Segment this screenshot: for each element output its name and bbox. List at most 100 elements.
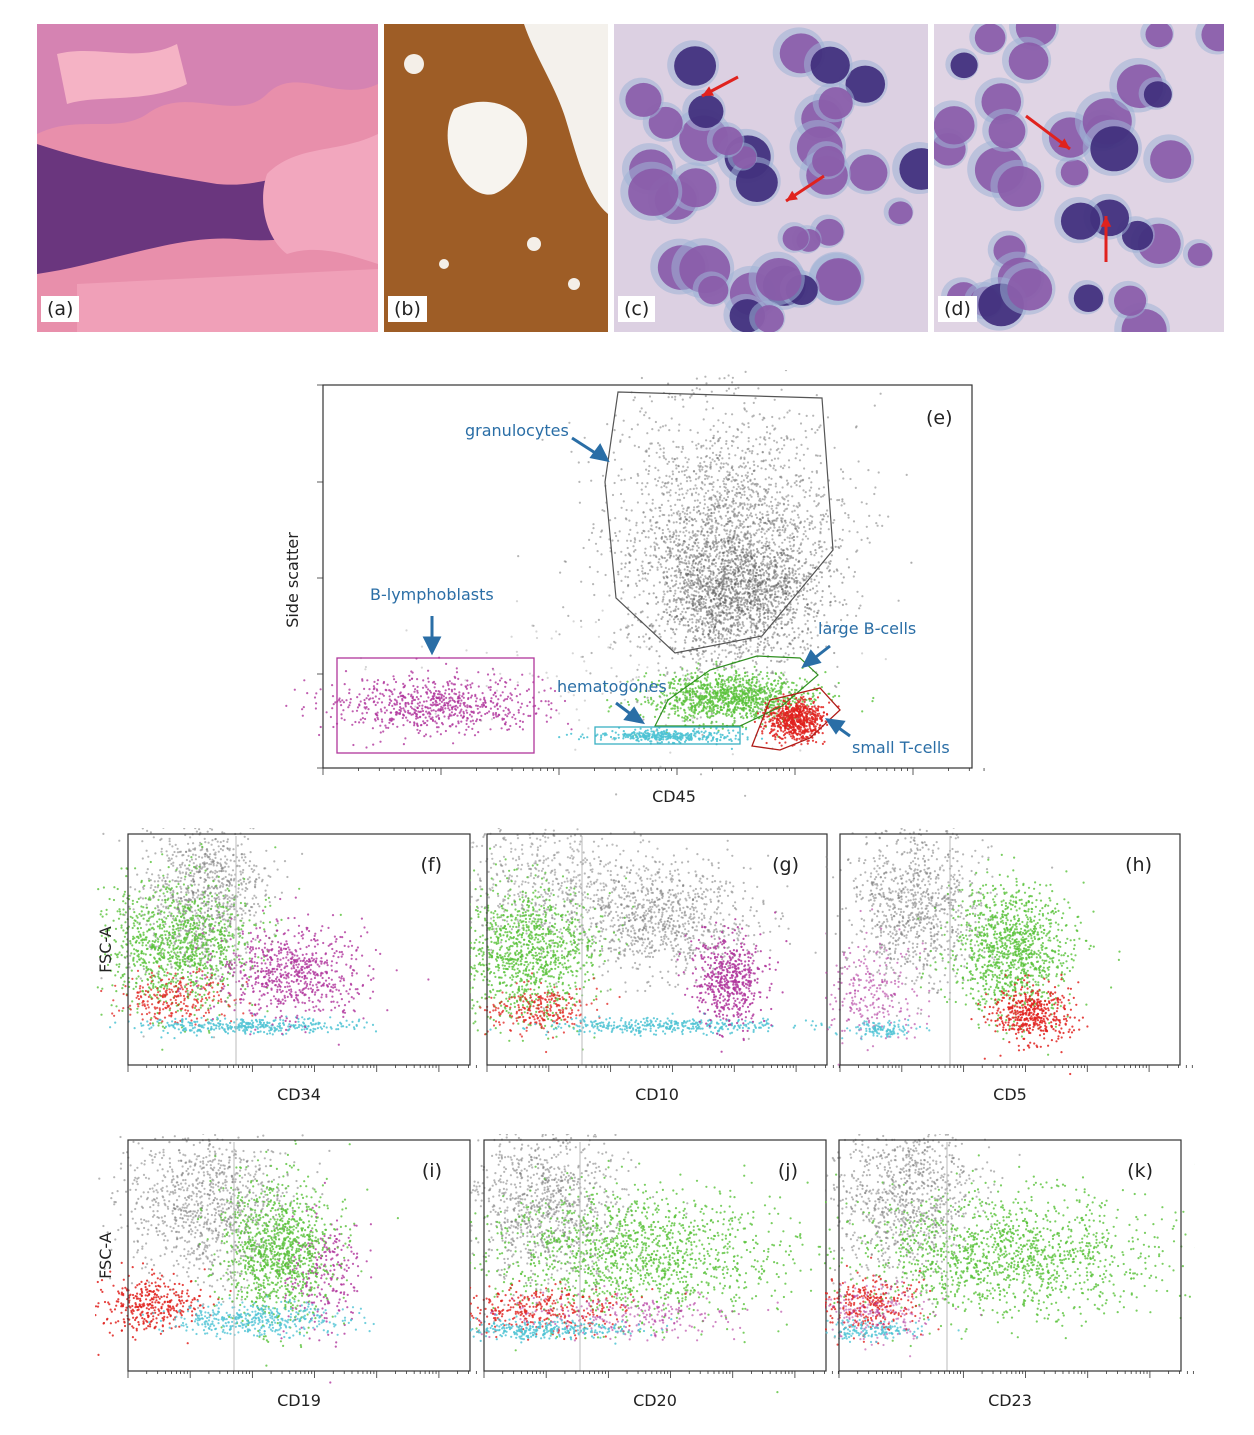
event-dot xyxy=(669,610,672,613)
event-dot xyxy=(679,512,682,515)
event-dot xyxy=(732,622,736,625)
event-dot xyxy=(665,608,668,611)
event-dot xyxy=(466,706,469,709)
event-dot xyxy=(395,710,398,714)
event-dot xyxy=(672,555,675,558)
event-dot xyxy=(806,612,810,615)
event-dot xyxy=(710,498,713,501)
event-dot xyxy=(689,488,692,491)
event-dot xyxy=(462,715,465,718)
event-dot xyxy=(742,640,745,643)
event-dot xyxy=(772,598,775,601)
event-dot xyxy=(793,481,796,484)
event-dot xyxy=(637,446,640,449)
event-dot xyxy=(411,713,415,716)
event-dot xyxy=(740,555,743,559)
event-dot xyxy=(668,613,671,617)
event-dot xyxy=(694,562,697,565)
event-dot xyxy=(765,504,768,507)
event-dot xyxy=(695,377,698,380)
event-dot xyxy=(677,567,681,570)
event-dot xyxy=(736,655,739,658)
event-dot xyxy=(750,603,753,606)
event-dot xyxy=(681,561,684,564)
cell-nucleus xyxy=(625,82,662,117)
event-dot xyxy=(752,576,755,579)
event-dot xyxy=(762,648,765,651)
event-dot xyxy=(392,675,395,678)
event-dot xyxy=(742,570,745,573)
event-dot xyxy=(293,688,296,691)
event-dot xyxy=(706,519,709,522)
cell-nucleus xyxy=(628,168,679,216)
event-dot xyxy=(702,507,706,510)
event-dot xyxy=(619,628,622,631)
event-dot xyxy=(783,660,786,663)
event-dot xyxy=(767,476,771,479)
event-dot xyxy=(655,705,658,708)
event-dot xyxy=(753,590,756,593)
event-dot xyxy=(751,585,754,588)
event-dot xyxy=(806,537,810,540)
event-dot xyxy=(804,610,807,613)
event-dot xyxy=(732,536,735,539)
event-dot xyxy=(695,487,698,490)
event-dot xyxy=(681,586,684,589)
event-dot xyxy=(767,572,770,576)
event-dot xyxy=(661,600,664,603)
event-dot xyxy=(379,724,382,727)
event-dot xyxy=(684,578,687,582)
event-dot xyxy=(815,471,819,474)
event-dot xyxy=(746,598,749,601)
event-dot xyxy=(703,483,706,486)
event-dot xyxy=(445,696,448,699)
event-dot xyxy=(772,529,775,532)
event-dot xyxy=(446,681,449,684)
event-dot xyxy=(744,601,747,604)
event-dot xyxy=(733,586,736,589)
event-dot xyxy=(699,657,702,660)
event-dot xyxy=(408,721,412,724)
event-dot xyxy=(416,702,419,705)
event-dot xyxy=(423,722,426,725)
event-dot xyxy=(668,552,671,555)
event-dot xyxy=(447,688,451,691)
event-dot xyxy=(701,547,704,550)
event-dot xyxy=(694,638,697,641)
event-dot xyxy=(815,584,818,587)
event-dot xyxy=(728,471,731,474)
event-dot xyxy=(641,610,644,613)
event-dot xyxy=(736,446,739,449)
event-dot xyxy=(798,633,801,636)
event-dot xyxy=(681,504,684,507)
event-dot xyxy=(740,474,744,478)
event-dot xyxy=(407,693,410,696)
event-dot xyxy=(692,470,696,473)
event-dot xyxy=(753,688,756,691)
event-dot xyxy=(668,519,671,522)
event-dot xyxy=(875,522,878,525)
event-dot xyxy=(720,524,723,527)
event-dot xyxy=(796,568,800,571)
event-dot xyxy=(456,697,459,700)
cell-nucleus xyxy=(1145,24,1173,48)
event-dot xyxy=(783,538,786,541)
event-dot xyxy=(856,590,859,593)
event-dot xyxy=(675,576,678,579)
event-dot xyxy=(715,463,718,466)
event-dot xyxy=(806,632,809,635)
event-dot xyxy=(770,671,773,675)
event-dot xyxy=(734,527,737,530)
event-dot xyxy=(694,602,697,605)
event-dot xyxy=(771,612,774,615)
event-dot xyxy=(704,553,707,556)
event-dot xyxy=(742,580,745,583)
event-dot xyxy=(709,636,712,639)
event-dot xyxy=(671,687,674,690)
event-dot xyxy=(847,566,851,569)
event-dot xyxy=(712,504,715,508)
event-dot xyxy=(750,624,753,627)
event-dot xyxy=(700,530,703,534)
event-dot xyxy=(667,460,671,463)
event-dot xyxy=(712,494,715,497)
